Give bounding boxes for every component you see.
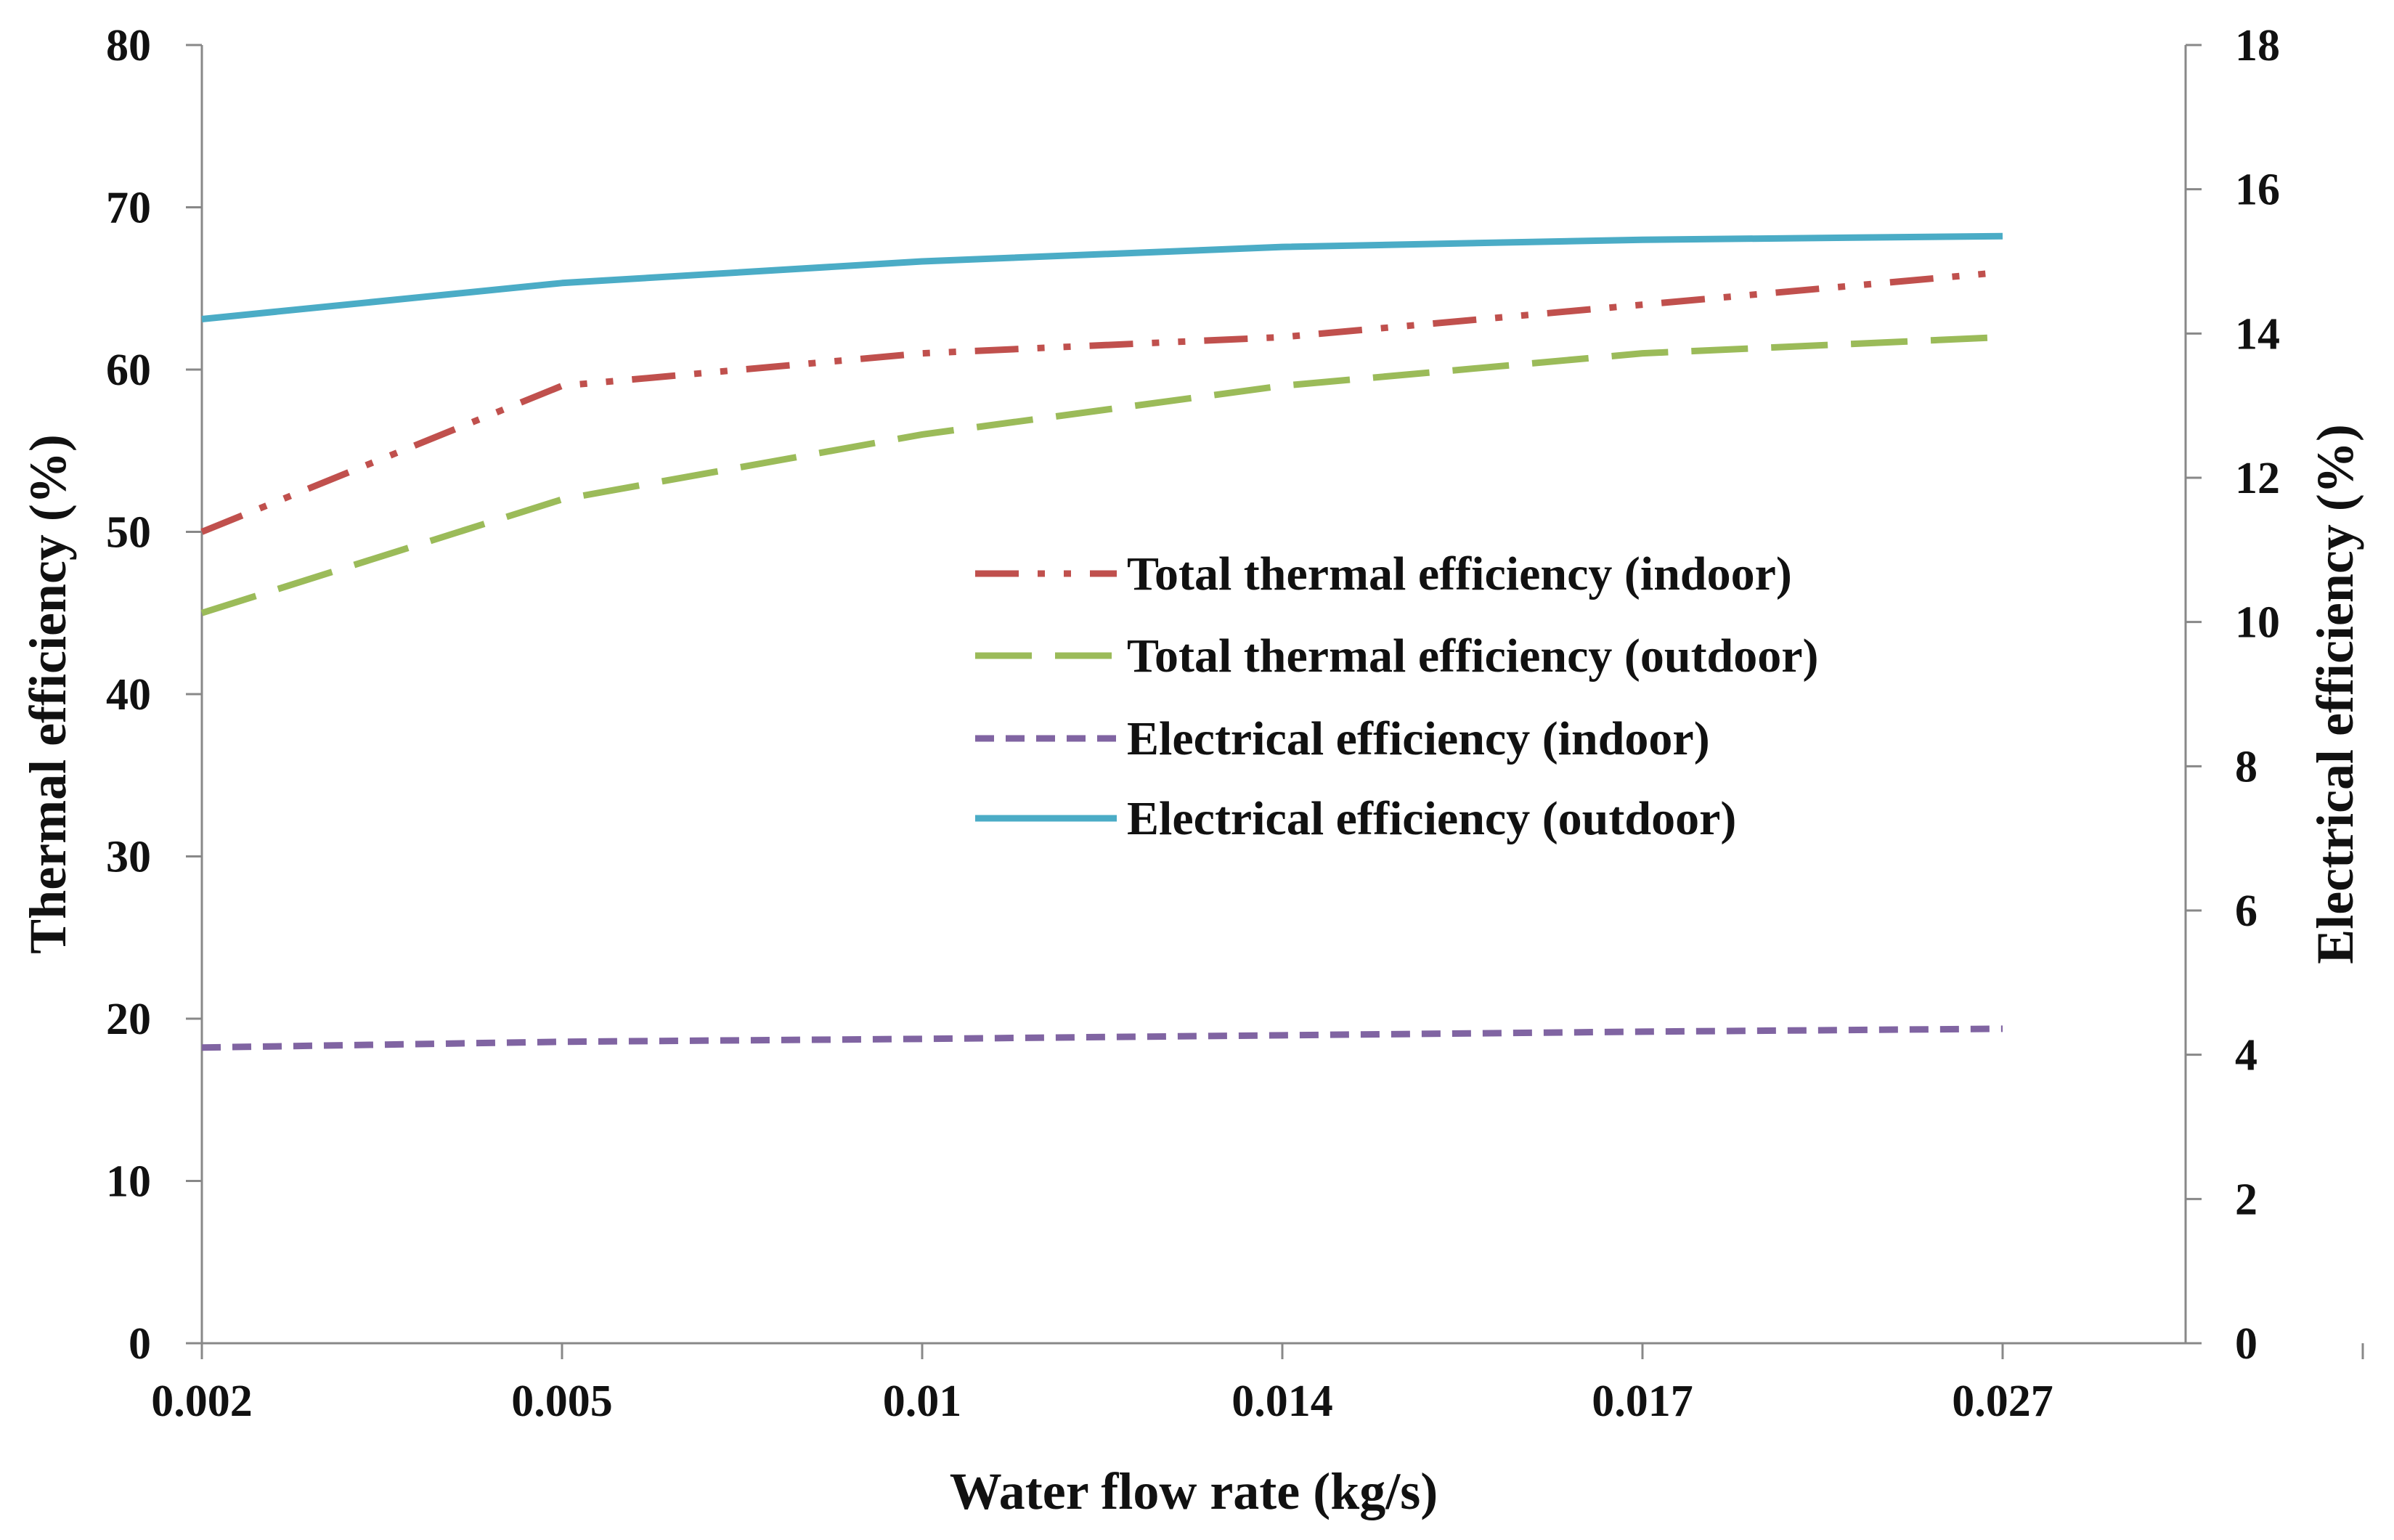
x-tick-label: 0.017	[1592, 1377, 1693, 1426]
series-line-1	[200, 333, 2003, 616]
y2-axis-title: Electrical efficiency (%)	[2306, 424, 2364, 964]
y2-tick-label: 6	[2235, 887, 2257, 936]
x-tick-label: 0.01	[883, 1377, 962, 1426]
y2-tick-label: 2	[2235, 1175, 2257, 1224]
y2-tick-label: 0	[2235, 1319, 2257, 1369]
x-axis-title: Water flow rate (kg/s)	[950, 1462, 1438, 1520]
x-tick-label: 0.014	[1231, 1377, 1333, 1426]
y2-tick-label: 14	[2235, 309, 2280, 359]
x-tick-label: 0.002	[151, 1377, 253, 1426]
y2-tick-label: 4	[2235, 1031, 2257, 1080]
y-tick-label: 70	[106, 184, 151, 233]
legend-label-3: Electrical efficiency (outdoor)	[1127, 792, 1736, 845]
series-layer	[200, 232, 2003, 1051]
axes: 0 10 20 30 40 50 60 70 80 0 2 4 6 8 10 12 14 16 18 0.002 0.0…	[106, 21, 2364, 1426]
legend: Total thermal efficiency (indoor) Total t…	[975, 547, 1819, 845]
y-tick-label: 80	[106, 21, 151, 70]
x-tick-label: 0.005	[511, 1377, 613, 1426]
y-tick-label: 60	[106, 346, 151, 395]
legend-label-0: Total thermal efficiency (indoor)	[1127, 547, 1792, 600]
y2-tick-label: 16	[2235, 166, 2280, 215]
legend-label-1: Total thermal efficiency (outdoor)	[1127, 630, 1819, 683]
y-tick-label: 0	[129, 1319, 151, 1369]
y2-tick-label: 8	[2235, 742, 2257, 791]
y-tick-label: 30	[106, 833, 151, 882]
y2-tick-label: 12	[2235, 454, 2280, 503]
y-tick-label: 10	[106, 1157, 151, 1207]
y-tick-label: 40	[106, 670, 151, 720]
series-line-3	[201, 232, 2003, 322]
y-tick-label: 50	[106, 508, 151, 558]
y-tick-label: 20	[106, 995, 151, 1044]
series-line-0	[200, 269, 2003, 535]
legend-label-2: Electrical efficiency (indoor)	[1127, 712, 1710, 765]
y2-tick-label: 10	[2235, 598, 2280, 648]
y-axis-title: Thermal efficiency (%)	[19, 434, 77, 954]
y2-tick-label: 18	[2235, 21, 2280, 70]
series-line-2	[201, 1025, 2003, 1051]
x-tick-label: 0.027	[1952, 1377, 2053, 1426]
